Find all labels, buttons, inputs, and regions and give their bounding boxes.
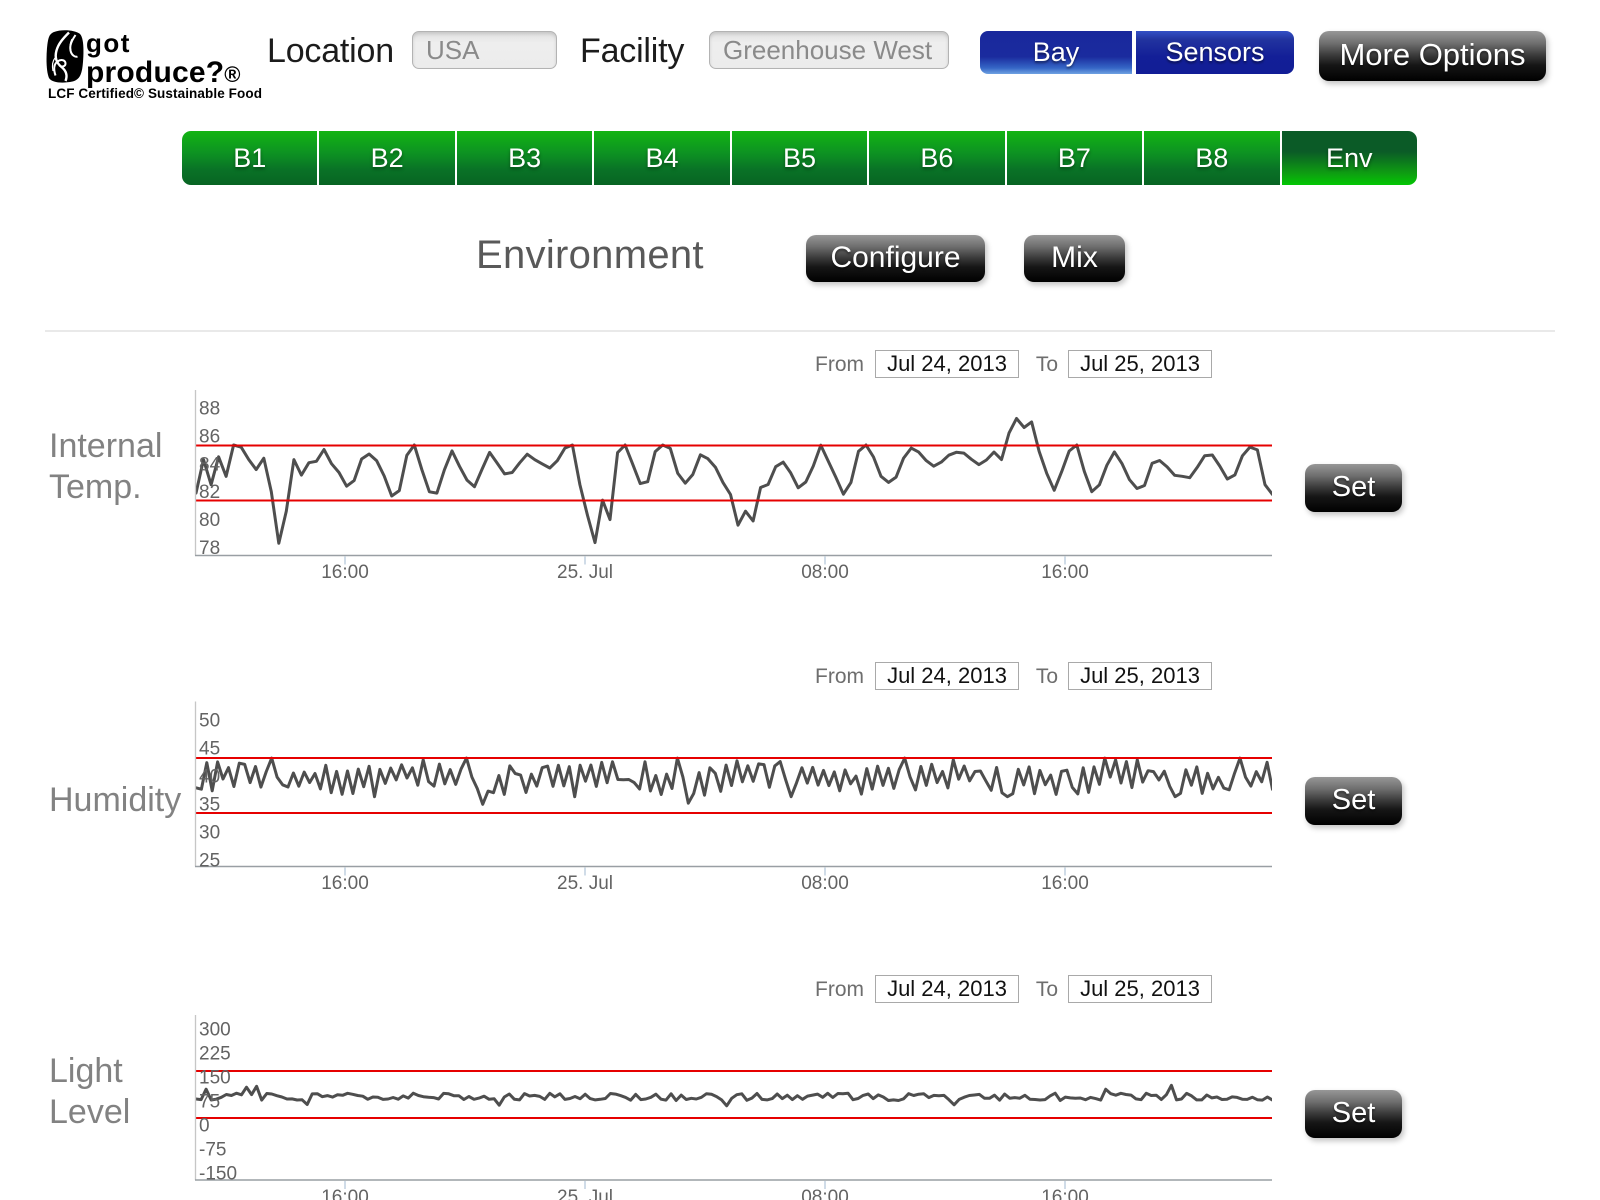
svg-text:50: 50 bbox=[199, 711, 220, 732]
svg-text:25. Jul: 25. Jul bbox=[557, 1187, 613, 1200]
svg-text:16:00: 16:00 bbox=[1041, 562, 1089, 583]
svg-text:25. Jul: 25. Jul bbox=[557, 873, 613, 894]
svg-text:08:00: 08:00 bbox=[801, 562, 849, 583]
svg-text:0: 0 bbox=[199, 1116, 210, 1137]
svg-text:300: 300 bbox=[199, 1020, 231, 1041]
svg-text:08:00: 08:00 bbox=[801, 1187, 849, 1200]
svg-text:45: 45 bbox=[199, 739, 220, 760]
svg-text:88: 88 bbox=[199, 399, 220, 420]
svg-text:82: 82 bbox=[199, 482, 220, 503]
svg-text:225: 225 bbox=[199, 1044, 231, 1065]
svg-text:40: 40 bbox=[199, 767, 220, 788]
svg-text:78: 78 bbox=[199, 538, 220, 559]
svg-text:16:00: 16:00 bbox=[321, 562, 369, 583]
svg-text:16:00: 16:00 bbox=[321, 873, 369, 894]
svg-text:25: 25 bbox=[199, 851, 220, 872]
svg-text:30: 30 bbox=[199, 823, 220, 844]
svg-text:25. Jul: 25. Jul bbox=[557, 562, 613, 583]
svg-text:08:00: 08:00 bbox=[801, 873, 849, 894]
svg-text:-75: -75 bbox=[199, 1140, 226, 1161]
svg-text:35: 35 bbox=[199, 795, 220, 816]
svg-text:75: 75 bbox=[199, 1092, 220, 1113]
svg-text:80: 80 bbox=[199, 510, 220, 531]
svg-text:16:00: 16:00 bbox=[321, 1187, 369, 1200]
svg-text:84: 84 bbox=[199, 454, 221, 475]
svg-text:16:00: 16:00 bbox=[1041, 873, 1089, 894]
svg-text:-150: -150 bbox=[199, 1164, 237, 1185]
svg-text:150: 150 bbox=[199, 1068, 231, 1089]
svg-text:86: 86 bbox=[199, 426, 220, 447]
svg-text:16:00: 16:00 bbox=[1041, 1187, 1089, 1200]
